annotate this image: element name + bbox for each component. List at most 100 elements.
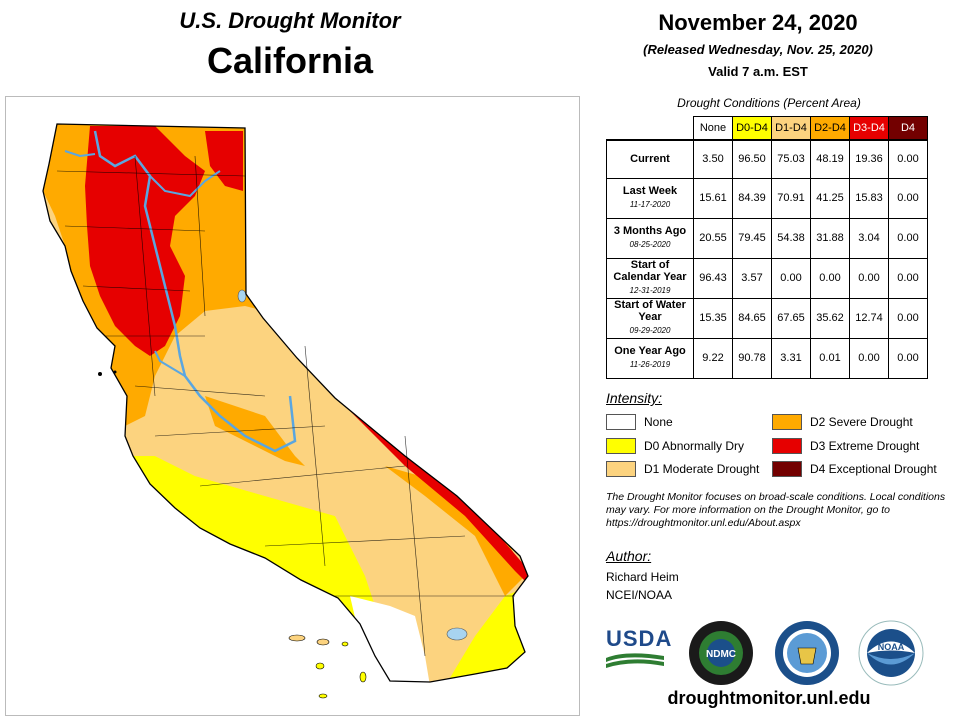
table-cell: 0.00 — [888, 139, 928, 179]
table-row: Last Week 11-17-2020 15.61 84.39 70.91 41.25 1… — [606, 177, 928, 219]
d3-region-northeast — [205, 131, 243, 191]
table-cell: 0.00 — [810, 257, 850, 299]
klamath-river — [64, 150, 96, 158]
row-label: Start of Calendar Year 12-31-2019 — [606, 257, 694, 299]
noaa-logo-text: NOAA — [878, 642, 905, 652]
legend-swatch — [772, 438, 802, 454]
table-cell: 96.50 — [732, 139, 772, 179]
table-cell: 0.00 — [888, 177, 928, 219]
island — [315, 662, 325, 670]
table-caption: Drought Conditions (Percent Area) — [677, 96, 861, 110]
table-corner — [606, 116, 694, 141]
table-cell: 75.03 — [771, 139, 811, 179]
lake-tahoe — [237, 289, 247, 303]
table-header-row: None D0-D4 D1-D4 D2-D4 D3-D4 D4 — [606, 116, 928, 141]
row-label: Start of Water Year 09-29-2020 — [606, 297, 694, 339]
table-cell: 67.65 — [771, 297, 811, 339]
none-region — [350, 596, 430, 682]
commerce-seal-icon — [775, 621, 839, 685]
d1-north-coast — [43, 191, 65, 246]
disclaimer-note: The Drought Monitor focuses on broad-sca… — [606, 491, 946, 529]
legend-label: D1 Moderate Drought — [644, 462, 760, 476]
island — [359, 671, 367, 683]
table-cell: 41.25 — [810, 177, 850, 219]
website-url[interactable]: droughtmonitor.unl.edu — [667, 688, 871, 708]
legend-label: D4 Exceptional Drought — [810, 462, 937, 476]
table-row: Start of Calendar Year 12-31-2019 96.43 3.5… — [606, 257, 928, 299]
table-cell: 0.00 — [888, 297, 928, 339]
island — [316, 638, 330, 646]
map-frame — [5, 96, 580, 716]
noaa-logo: NOAA — [858, 620, 924, 686]
table-cell: 15.35 — [693, 297, 733, 339]
col-d3-d4: D3-D4 — [849, 116, 889, 141]
release-note: (Released Wednesday, Nov. 25, 2020) — [643, 42, 873, 57]
table-cell: 0.00 — [888, 337, 928, 379]
d3-region-north — [85, 126, 205, 356]
table-cell: 31.88 — [810, 217, 850, 259]
island — [318, 693, 328, 699]
legend-item-d4: D4 Exceptional Drought — [772, 461, 937, 477]
sacramento-river — [93, 130, 297, 453]
col-d1-d4: D1-D4 — [771, 116, 811, 141]
table-cell: 15.61 — [693, 177, 733, 219]
row-date: 11-26-2019 — [629, 360, 671, 369]
map-title: U.S. Drought Monitor — [179, 8, 401, 33]
ndmc-logo-text: NDMC — [706, 649, 736, 660]
valid-time: Valid 7 a.m. EST — [708, 64, 808, 79]
legend-item-d1: D1 Moderate Drought — [606, 461, 759, 477]
row-label-text: Current — [630, 153, 670, 166]
table-cell: 79.45 — [732, 217, 772, 259]
table-cell: 84.39 — [732, 177, 772, 219]
legend-item-d2: D2 Severe Drought — [772, 414, 913, 430]
row-label: Current — [606, 139, 694, 179]
table-cell: 96.43 — [693, 257, 733, 299]
map-date: November 24, 2020 — [658, 10, 858, 35]
row-date: 12-31-2019 — [629, 286, 671, 295]
farallon-island — [113, 370, 117, 374]
delta-channel — [154, 350, 186, 377]
county-lines — [56, 155, 515, 657]
author-org: NCEI/NOAA — [606, 588, 673, 602]
table-cell: 0.00 — [849, 257, 889, 299]
row-label: One Year Ago 11-26-2019 — [606, 337, 694, 379]
legend-label: D3 Extreme Drought — [810, 439, 920, 453]
ndmc-logo: NDMC — [689, 621, 753, 685]
author-title: Author: — [606, 548, 652, 564]
table-cell: 84.65 — [732, 297, 772, 339]
table-cell: 54.38 — [771, 217, 811, 259]
table-cell: 15.83 — [849, 177, 889, 219]
table-row: 3 Months Ago 08-25-2020 20.55 79.45 54.38 31.… — [606, 217, 928, 259]
california-drought-map — [42, 123, 529, 699]
table-cell: 90.78 — [732, 337, 772, 379]
table-cell: 12.74 — [849, 297, 889, 339]
legend-label: D0 Abnormally Dry — [644, 439, 745, 453]
col-none: None — [693, 116, 733, 141]
table-cell: 3.50 — [693, 139, 733, 179]
row-label: 3 Months Ago 08-25-2020 — [606, 217, 694, 259]
table-cell: 0.00 — [888, 217, 928, 259]
table-cell: 0.00 — [849, 337, 889, 379]
col-d4: D4 — [888, 116, 928, 141]
legend-title: Intensity: — [606, 390, 663, 406]
state-outline — [42, 123, 529, 683]
island — [341, 641, 349, 647]
row-date: 09-29-2020 — [629, 326, 671, 335]
author-name: Richard Heim — [606, 570, 679, 584]
legend-swatch — [772, 461, 802, 477]
table-row: Current 3.50 96.50 75.03 48.19 19.36 0.00 — [606, 139, 928, 179]
table-cell: 9.22 — [693, 337, 733, 379]
row-date: 08-25-2020 — [629, 240, 671, 249]
row-label-text: One Year Ago — [614, 345, 686, 357]
usda-hills-icon — [606, 653, 664, 668]
pit-river — [149, 170, 221, 198]
salton-sea — [446, 627, 468, 641]
legend-swatch — [772, 414, 802, 430]
col-d2-d4: D2-D4 — [810, 116, 850, 141]
legend-label: D2 Severe Drought — [810, 415, 913, 429]
row-label-text: 3 Months Ago — [613, 225, 687, 237]
table-row: One Year Ago 11-26-2019 9.22 90.78 3.31 0.01 0… — [606, 337, 928, 379]
island — [288, 634, 306, 642]
col-d0-d4: D0-D4 — [732, 116, 772, 141]
d2-region-east — [385, 466, 525, 596]
